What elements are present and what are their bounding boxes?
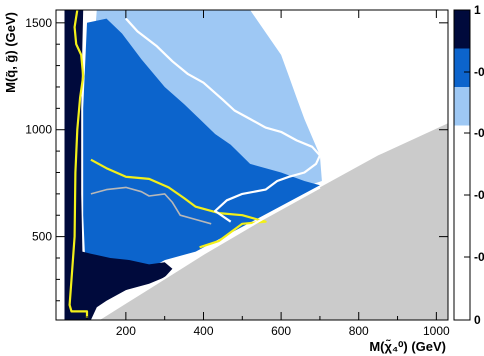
x-tick-label: 400	[193, 324, 213, 338]
colorbar-label: -0	[474, 188, 484, 202]
region-level-1	[94, 10, 322, 192]
colorbar-label: 0	[474, 313, 481, 327]
colorbar-segment	[454, 10, 470, 49]
y-tick-label: 500	[32, 230, 52, 244]
contour-yellow	[90, 158, 267, 249]
contour-yellow	[68, 10, 89, 318]
colorbar-frame	[453, 9, 471, 321]
excluded-layer	[56, 123, 448, 320]
x-tick-label: 200	[116, 324, 136, 338]
contour-white	[125, 17, 321, 223]
plot-frame	[55, 9, 449, 321]
colorbar-label: -0	[474, 126, 484, 140]
x-tick-label: 800	[349, 324, 369, 338]
x-tick-label: 1000	[423, 324, 450, 338]
colorbar-label: -0	[474, 250, 484, 264]
region-level-2	[83, 18, 320, 301]
colorbar-label: 1	[474, 3, 481, 17]
y-axis-title: M(q̃, g̃) (GeV)	[3, 12, 18, 93]
x-tick-label: 600	[271, 324, 291, 338]
y-tick-label: 1500	[25, 16, 52, 30]
x-axis-title: M(χ̃₄⁰) (GeV)	[369, 339, 446, 354]
colorbar-segment	[454, 48, 470, 87]
x-axis: 200 400 600 800 1000	[86, 10, 450, 338]
colorbar-segment	[454, 125, 470, 164]
contour-layer	[68, 10, 321, 320]
plot-area	[56, 10, 448, 320]
colorbar: 1 -0 -0 -0 -0 0	[453, 3, 484, 327]
colorbar-segment	[454, 87, 470, 126]
excluded-region	[56, 123, 448, 320]
colorbar-label: -0	[474, 65, 484, 79]
y-tick-label: 1000	[25, 123, 52, 137]
contour-white	[97, 186, 321, 320]
y-axis: 500 1000 1500	[25, 16, 448, 302]
contour-grey	[90, 186, 212, 225]
region-level-0	[56, 10, 65, 320]
